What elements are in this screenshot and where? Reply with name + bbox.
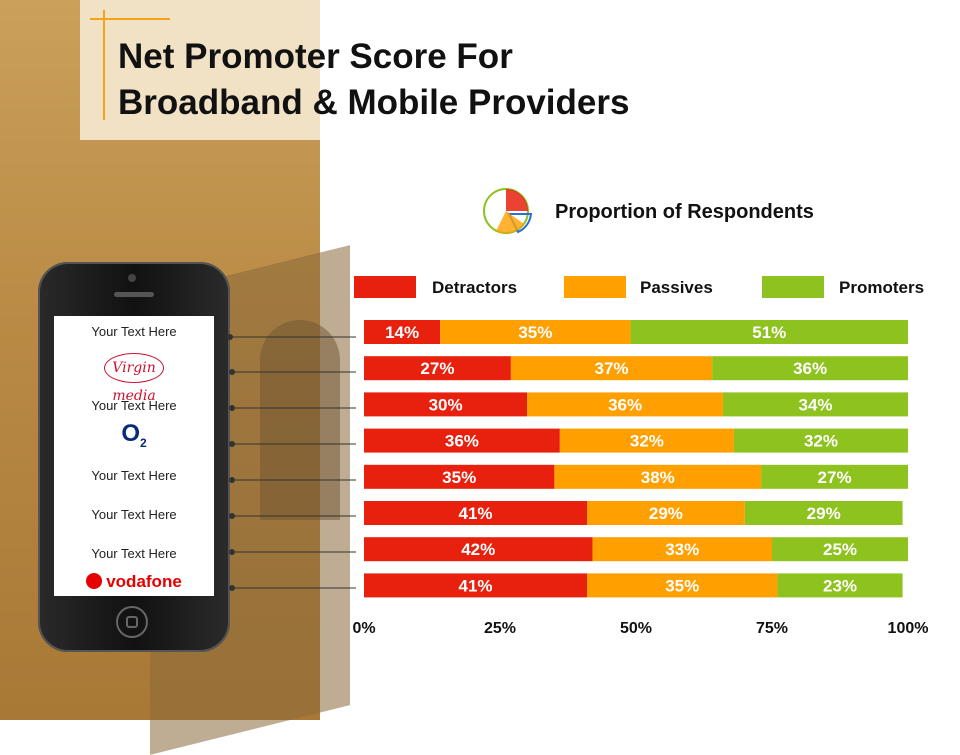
data-label-detractors-1: 14%	[385, 323, 419, 342]
phone-speaker	[114, 292, 154, 297]
data-label-promoters-1: 51%	[752, 323, 786, 342]
connector-dot-7	[229, 549, 235, 555]
vodafone-logo: vodafone	[54, 572, 214, 592]
bar-passives-5	[554, 464, 762, 489]
phone-camera	[128, 274, 136, 282]
pie-chart-icon	[483, 188, 533, 234]
phone-text-1: Your Text Here	[91, 324, 177, 339]
x-tick-label: 25%	[483, 620, 517, 637]
virgin-media-logo: Virgin media	[54, 353, 214, 404]
bar-passives-3	[527, 392, 724, 417]
data-label-passives-6: 29%	[649, 504, 683, 523]
data-label-promoters-2: 36%	[793, 359, 827, 378]
phone-text-5: Your Text Here	[91, 546, 177, 561]
data-label-passives-5: 38%	[641, 468, 675, 487]
data-label-detractors-6: 41%	[459, 504, 493, 523]
legend-label-detractors: Detractors	[432, 278, 518, 297]
data-label-detractors-8: 41%	[459, 576, 493, 595]
phone-text-4: Your Text Here	[91, 507, 177, 522]
accent-line-vertical	[103, 10, 105, 120]
legend-label-passives: Passives	[640, 278, 713, 297]
legend-swatch-detractors	[354, 276, 416, 298]
connector-dot-6	[229, 513, 235, 519]
connector-dot-5	[229, 477, 235, 483]
bar-detractors-5	[364, 464, 555, 489]
phone-home-button	[116, 606, 148, 638]
data-label-passives-3: 36%	[608, 395, 642, 414]
bar-passives-2	[510, 356, 713, 381]
connector-dot-8	[229, 585, 235, 591]
bar-detractors-6	[364, 501, 588, 525]
legend-label-promoters: Promoters	[839, 278, 925, 297]
phone-text-2: Your Text Here	[91, 398, 177, 413]
scoreboard-clock-shape	[260, 320, 340, 520]
bar-promoters-1	[630, 320, 908, 344]
legend-title: Proportion of Respondents	[555, 201, 814, 223]
connector-dot-4	[229, 441, 235, 447]
legend-swatch-passives	[564, 276, 626, 298]
legend-swatch-promoters	[762, 276, 824, 298]
data-label-detractors-2: 27%	[420, 359, 454, 378]
x-tick-label: 75%	[755, 620, 789, 637]
bar-passives-7	[592, 537, 772, 562]
bar-promoters-2	[712, 356, 908, 381]
x-tick-label: 50%	[619, 620, 653, 637]
title-panel	[80, 0, 320, 140]
bar-promoters-5	[761, 464, 908, 489]
bar-promoters-7	[772, 537, 908, 562]
legend	[354, 276, 824, 298]
data-label-detractors-3: 30%	[429, 395, 463, 414]
x-tick-label: 0%	[352, 620, 376, 637]
data-label-promoters-3: 34%	[799, 395, 833, 414]
connector-dot-2	[229, 369, 235, 375]
bars: 14% 35% 51% 27% 37% 36% 30% 36% 34% 36% 32% 32% 35% 3…	[364, 320, 908, 598]
bar-promoters-6	[744, 501, 903, 525]
phone-text-3: Your Text Here	[91, 468, 177, 483]
data-label-passives-7: 33%	[665, 540, 699, 559]
connector-dot-1	[227, 334, 233, 340]
bar-passives-1	[440, 320, 631, 344]
data-label-promoters-8: 23%	[823, 576, 857, 595]
data-label-passives-2: 37%	[595, 359, 629, 378]
stacked-bar-chart: 14% 35% 51% 27% 37% 36% 30% 36% 34% 36% 32% 32% 35% 3…	[227, 188, 908, 598]
accent-line-horizontal	[90, 18, 170, 20]
data-label-detractors-7: 42%	[461, 540, 495, 559]
data-label-detractors-4: 36%	[445, 432, 479, 451]
bar-passives-4	[559, 428, 734, 453]
bar-promoters-4	[733, 428, 908, 453]
data-label-promoters-7: 25%	[823, 540, 857, 559]
bar-detractors-7	[364, 537, 593, 562]
data-label-promoters-4: 32%	[804, 432, 838, 451]
bar-promoters-3	[723, 392, 908, 417]
connector-lines	[227, 334, 356, 591]
data-label-passives-1: 35%	[518, 323, 552, 342]
bar-detractors-2	[364, 356, 511, 381]
bar-detractors-1	[364, 320, 441, 344]
data-label-passives-4: 32%	[630, 432, 664, 451]
o2-logo: O2	[121, 420, 147, 450]
data-label-promoters-5: 27%	[818, 468, 852, 487]
phone-screen: Your Text Here Virgin media Your Text He…	[54, 316, 214, 596]
bar-detractors-4	[364, 428, 560, 453]
bar-detractors-3	[364, 392, 528, 417]
connector-dot-3	[229, 405, 235, 411]
bar-promoters-8	[777, 573, 903, 598]
bar-detractors-8	[364, 573, 588, 598]
page-title: Net Promoter Score For Broadband & Mobil…	[118, 37, 630, 122]
data-label-detractors-5: 35%	[442, 468, 476, 487]
x-tick-label: 100%	[887, 620, 929, 637]
data-label-passives-8: 35%	[665, 576, 699, 595]
data-label-promoters-6: 29%	[807, 504, 841, 523]
bar-passives-6	[587, 501, 745, 525]
bar-passives-8	[587, 573, 778, 598]
